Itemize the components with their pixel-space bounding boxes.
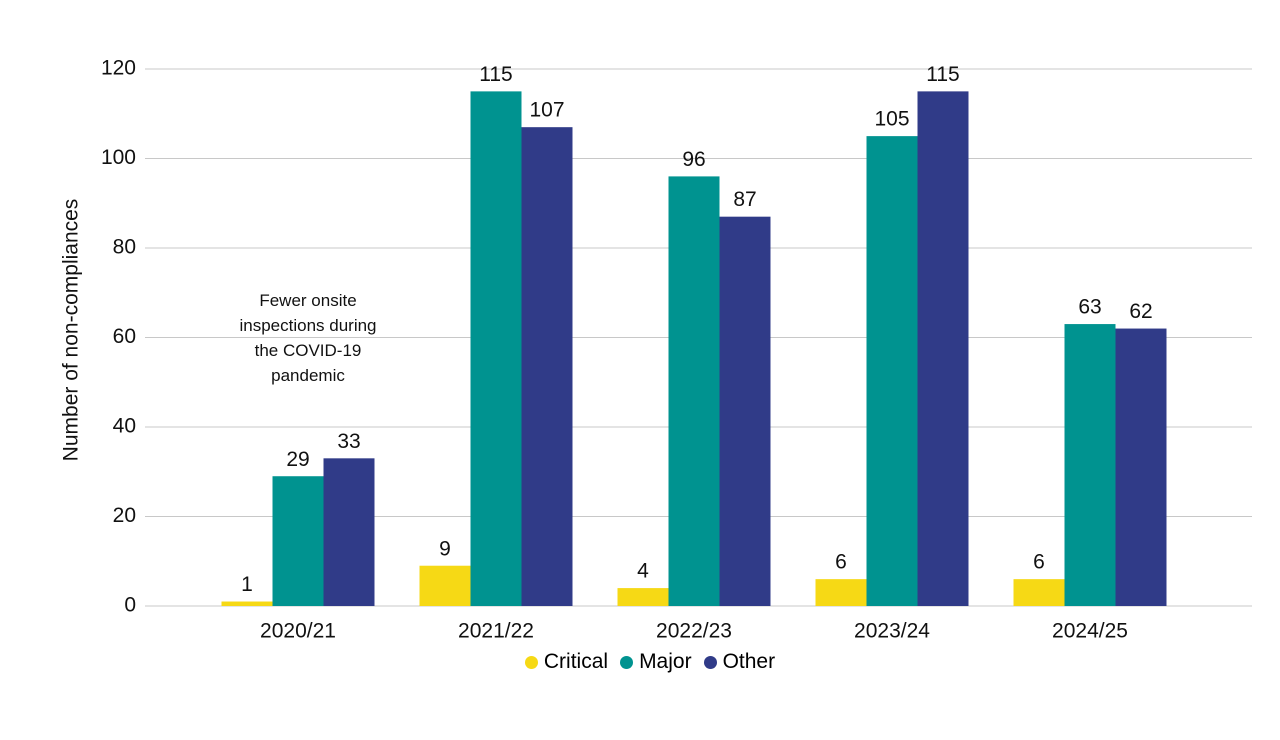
data-label: 6 (835, 551, 847, 574)
y-tick-label: 80 (113, 236, 136, 259)
legend-label: Other (722, 650, 776, 673)
x-tick-label: 2024/25 (1052, 620, 1128, 643)
y-axis-label: Number of non-compliances (60, 199, 83, 462)
legend-item: Major (620, 650, 692, 674)
data-label: 96 (682, 148, 705, 171)
y-tick-label: 40 (113, 415, 136, 438)
data-label: 6 (1033, 551, 1045, 574)
bar (719, 216, 771, 607)
y-tick-label: 20 (113, 504, 136, 527)
bar (272, 476, 324, 606)
annotation: Fewer onsite inspections during the COVI… (239, 291, 377, 385)
bar (470, 91, 522, 606)
data-label: 62 (1129, 300, 1152, 323)
bar (1013, 579, 1065, 606)
bar (815, 579, 867, 606)
x-tick-label: 2020/21 (260, 620, 336, 643)
bar (323, 458, 375, 606)
y-tick-label: 100 (101, 146, 136, 169)
legend-label: Major (639, 650, 692, 673)
bar (668, 176, 720, 606)
bar (221, 601, 273, 606)
legend-label: Critical (543, 650, 609, 673)
data-label: 4 (637, 560, 649, 583)
legend: Critical Major Other (0, 650, 1280, 674)
bar (866, 136, 918, 606)
y-tick-label: 0 (124, 594, 136, 617)
data-label: 1 (241, 573, 253, 596)
data-label: 115 (479, 63, 512, 86)
bar (419, 565, 471, 606)
x-tick-label: 2021/22 (458, 620, 534, 643)
data-label: 107 (529, 99, 564, 122)
x-tick-label: 2022/23 (656, 620, 732, 643)
data-label: 9 (439, 537, 451, 560)
data-label: 87 (733, 188, 756, 211)
bar (521, 127, 573, 607)
legend-swatch (620, 655, 634, 669)
data-label: 115 (926, 63, 959, 86)
bar (1115, 328, 1167, 606)
bar (1064, 324, 1116, 606)
data-label: 105 (874, 108, 909, 131)
bar (917, 91, 969, 606)
data-label: 63 (1078, 296, 1101, 319)
legend-swatch (703, 655, 717, 669)
legend-item: Critical (524, 650, 609, 674)
legend-item: Other (703, 650, 776, 674)
bar (617, 588, 669, 606)
y-tick-label: 120 (101, 57, 136, 80)
data-label: 33 (337, 430, 360, 453)
x-tick-label: 2023/24 (854, 620, 930, 643)
y-tick-label: 60 (113, 325, 136, 348)
legend-swatch (524, 655, 538, 669)
data-label: 29 (286, 448, 309, 471)
